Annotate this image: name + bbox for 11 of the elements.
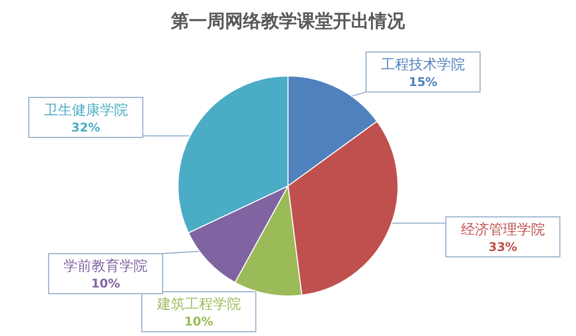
chart-title: 第一周网络教学课堂开出情况 xyxy=(170,11,406,32)
slice-label: 工程技术学院 xyxy=(381,56,466,73)
slice-label: 建筑工程学院 xyxy=(156,296,241,313)
slice-label: 经济管理学院 xyxy=(460,222,545,238)
data-label: 10% xyxy=(184,314,214,329)
slice-label: 卫生健康学院 xyxy=(44,102,128,118)
slice-label: 学前教育学院 xyxy=(64,258,148,275)
data-label: 32% xyxy=(71,120,100,134)
data-label: 10% xyxy=(91,276,120,291)
data-label: 15% xyxy=(408,74,438,89)
data-label: 33% xyxy=(488,240,518,254)
